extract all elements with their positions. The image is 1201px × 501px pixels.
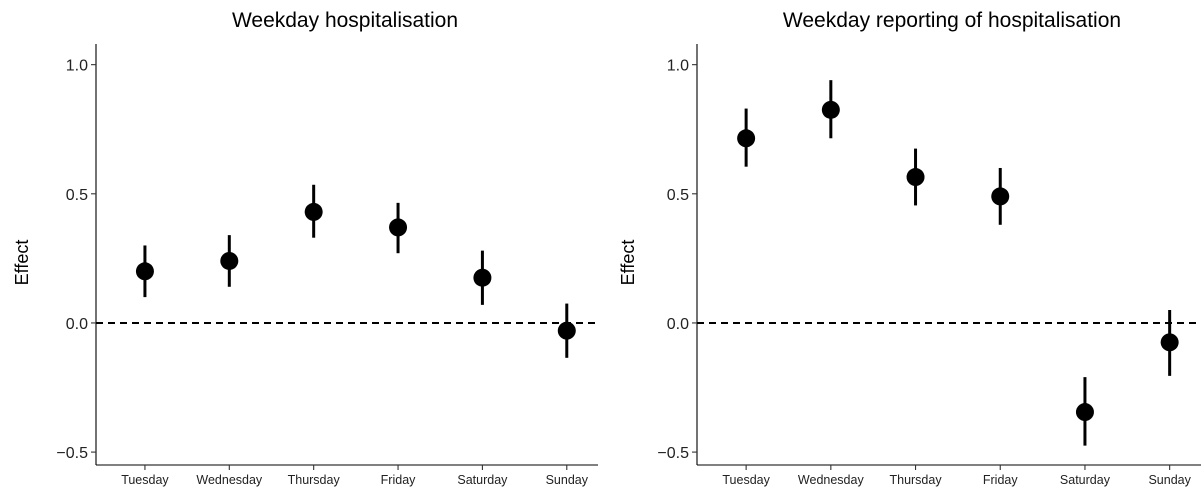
chart-panel-left: Weekday hospitalisation Effect −0.5 0.0 0.5 1…: [0, 0, 600, 501]
x-tick-label: Sunday: [1148, 473, 1191, 487]
y-tick-label: 1.0: [667, 58, 689, 75]
chart-weekday-hospitalisation: Weekday hospitalisation Effect −0.5 0.0 0.5 1…: [12, 9, 598, 487]
data-point: [304, 202, 323, 221]
x-tick-label: Tuesday: [121, 473, 169, 487]
data-point: [1160, 333, 1179, 352]
data-point: [737, 129, 756, 148]
data-point: [389, 218, 408, 237]
x-tick-label: Tuesday: [722, 473, 770, 487]
y-tick-label: 0.5: [667, 187, 689, 204]
x-tick-label: Wednesday: [798, 473, 865, 487]
x-tick-label: Thursday: [288, 473, 341, 487]
x-tick-label: Friday: [381, 473, 416, 487]
chart-title: Weekday reporting of hospitalisation: [783, 9, 1121, 32]
y-axis-label: Effect: [618, 240, 638, 286]
y-tick-label: 0.5: [66, 187, 88, 204]
data-point: [473, 268, 492, 287]
x-tick-label: Thursday: [889, 473, 942, 487]
x-tick-label: Friday: [983, 473, 1018, 487]
data-point: [557, 321, 576, 340]
y-axis-label: Effect: [12, 240, 32, 286]
data-point: [135, 262, 154, 281]
chart-weekday-reporting: Weekday reporting of hospitalisation Effe…: [618, 9, 1201, 487]
data-point: [906, 168, 925, 187]
data-point: [991, 187, 1010, 206]
data-point: [1075, 403, 1094, 422]
data-point: [821, 100, 840, 119]
y-tick-label: 0.0: [66, 316, 88, 333]
x-tick-label: Saturday: [1060, 473, 1111, 487]
x-tick-label: Wednesday: [196, 473, 263, 487]
chart-title: Weekday hospitalisation: [232, 9, 458, 32]
y-tick-label: −0.5: [56, 445, 88, 462]
y-tick-label: −0.5: [657, 445, 689, 462]
x-tick-label: Saturday: [457, 473, 508, 487]
data-point: [220, 251, 239, 270]
chart-panel-right: Weekday reporting of hospitalisation Effe…: [606, 0, 1201, 501]
y-tick-label: 1.0: [66, 58, 88, 75]
x-tick-label: Sunday: [546, 473, 589, 487]
y-tick-label: 0.0: [667, 316, 689, 333]
